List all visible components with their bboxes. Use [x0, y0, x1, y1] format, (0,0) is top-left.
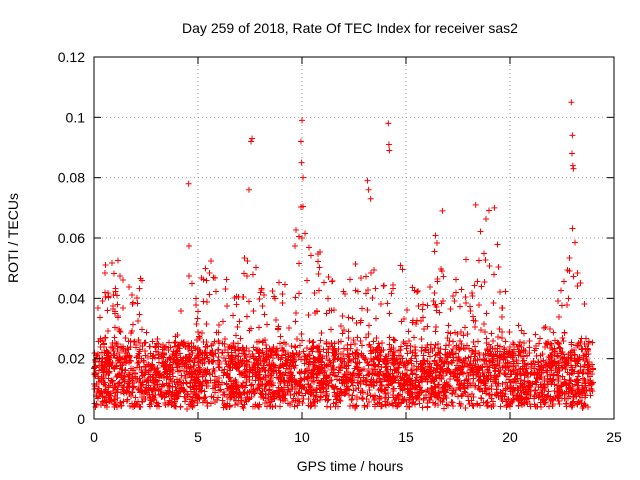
- roti-spike-point: [248, 138, 255, 145]
- y-tick-label: 0.02: [58, 351, 85, 367]
- x-axis-label: GPS time / hours: [297, 458, 404, 474]
- roti-spike-point: [570, 165, 577, 172]
- y-tick-label: 0.1: [66, 109, 86, 125]
- y-tick-label: 0.04: [58, 290, 85, 306]
- roti-spike-point: [300, 174, 307, 181]
- roti-spike-point: [386, 147, 393, 154]
- y-tick-label: 0.06: [58, 230, 85, 246]
- x-tick-label: 20: [502, 429, 518, 445]
- data-points: [91, 99, 597, 413]
- axis-ticks: 0 0.02 0.04 0.06 0.08 0.1 0.12 0 5 10 15 20 25: [58, 49, 622, 445]
- x-tick-label: 25: [606, 429, 622, 445]
- roti-spike-point: [299, 117, 305, 124]
- y-tick-label: 0.08: [58, 170, 85, 186]
- roti-spike-point: [297, 138, 304, 145]
- roti-spike-point: [472, 201, 479, 208]
- roti-spike-point: [439, 207, 446, 214]
- roti-spike-point: [569, 162, 576, 169]
- roti-spike-point: [385, 120, 392, 127]
- roti-spike-point: [245, 186, 252, 193]
- roti-point-cloud: [91, 203, 597, 413]
- roti-spike-point: [569, 132, 576, 139]
- roti-spike-point: [185, 180, 192, 187]
- x-tick-label: 5: [194, 429, 202, 445]
- roti-spike-point: [365, 186, 372, 193]
- roti-spike-point: [249, 135, 256, 142]
- x-tick-label: 10: [294, 429, 310, 445]
- roti-spike-point: [568, 99, 575, 106]
- y-tick-label: 0.12: [58, 49, 85, 65]
- y-axis-label: ROTI / TECUs: [5, 193, 21, 283]
- roti-spike-point: [491, 204, 498, 211]
- roti-spike-point: [367, 195, 374, 202]
- chart-title: Day 259 of 2018, Rate Of TEC Index for r…: [182, 20, 518, 36]
- roti-spike-point: [385, 141, 392, 148]
- roti-spike-point: [568, 150, 575, 157]
- x-tick-label: 15: [398, 429, 414, 445]
- roti-spike-point: [298, 159, 305, 166]
- x-tick-label: 0: [90, 429, 98, 445]
- roti-spike-point: [364, 177, 371, 184]
- y-tick-label: 0: [77, 411, 85, 427]
